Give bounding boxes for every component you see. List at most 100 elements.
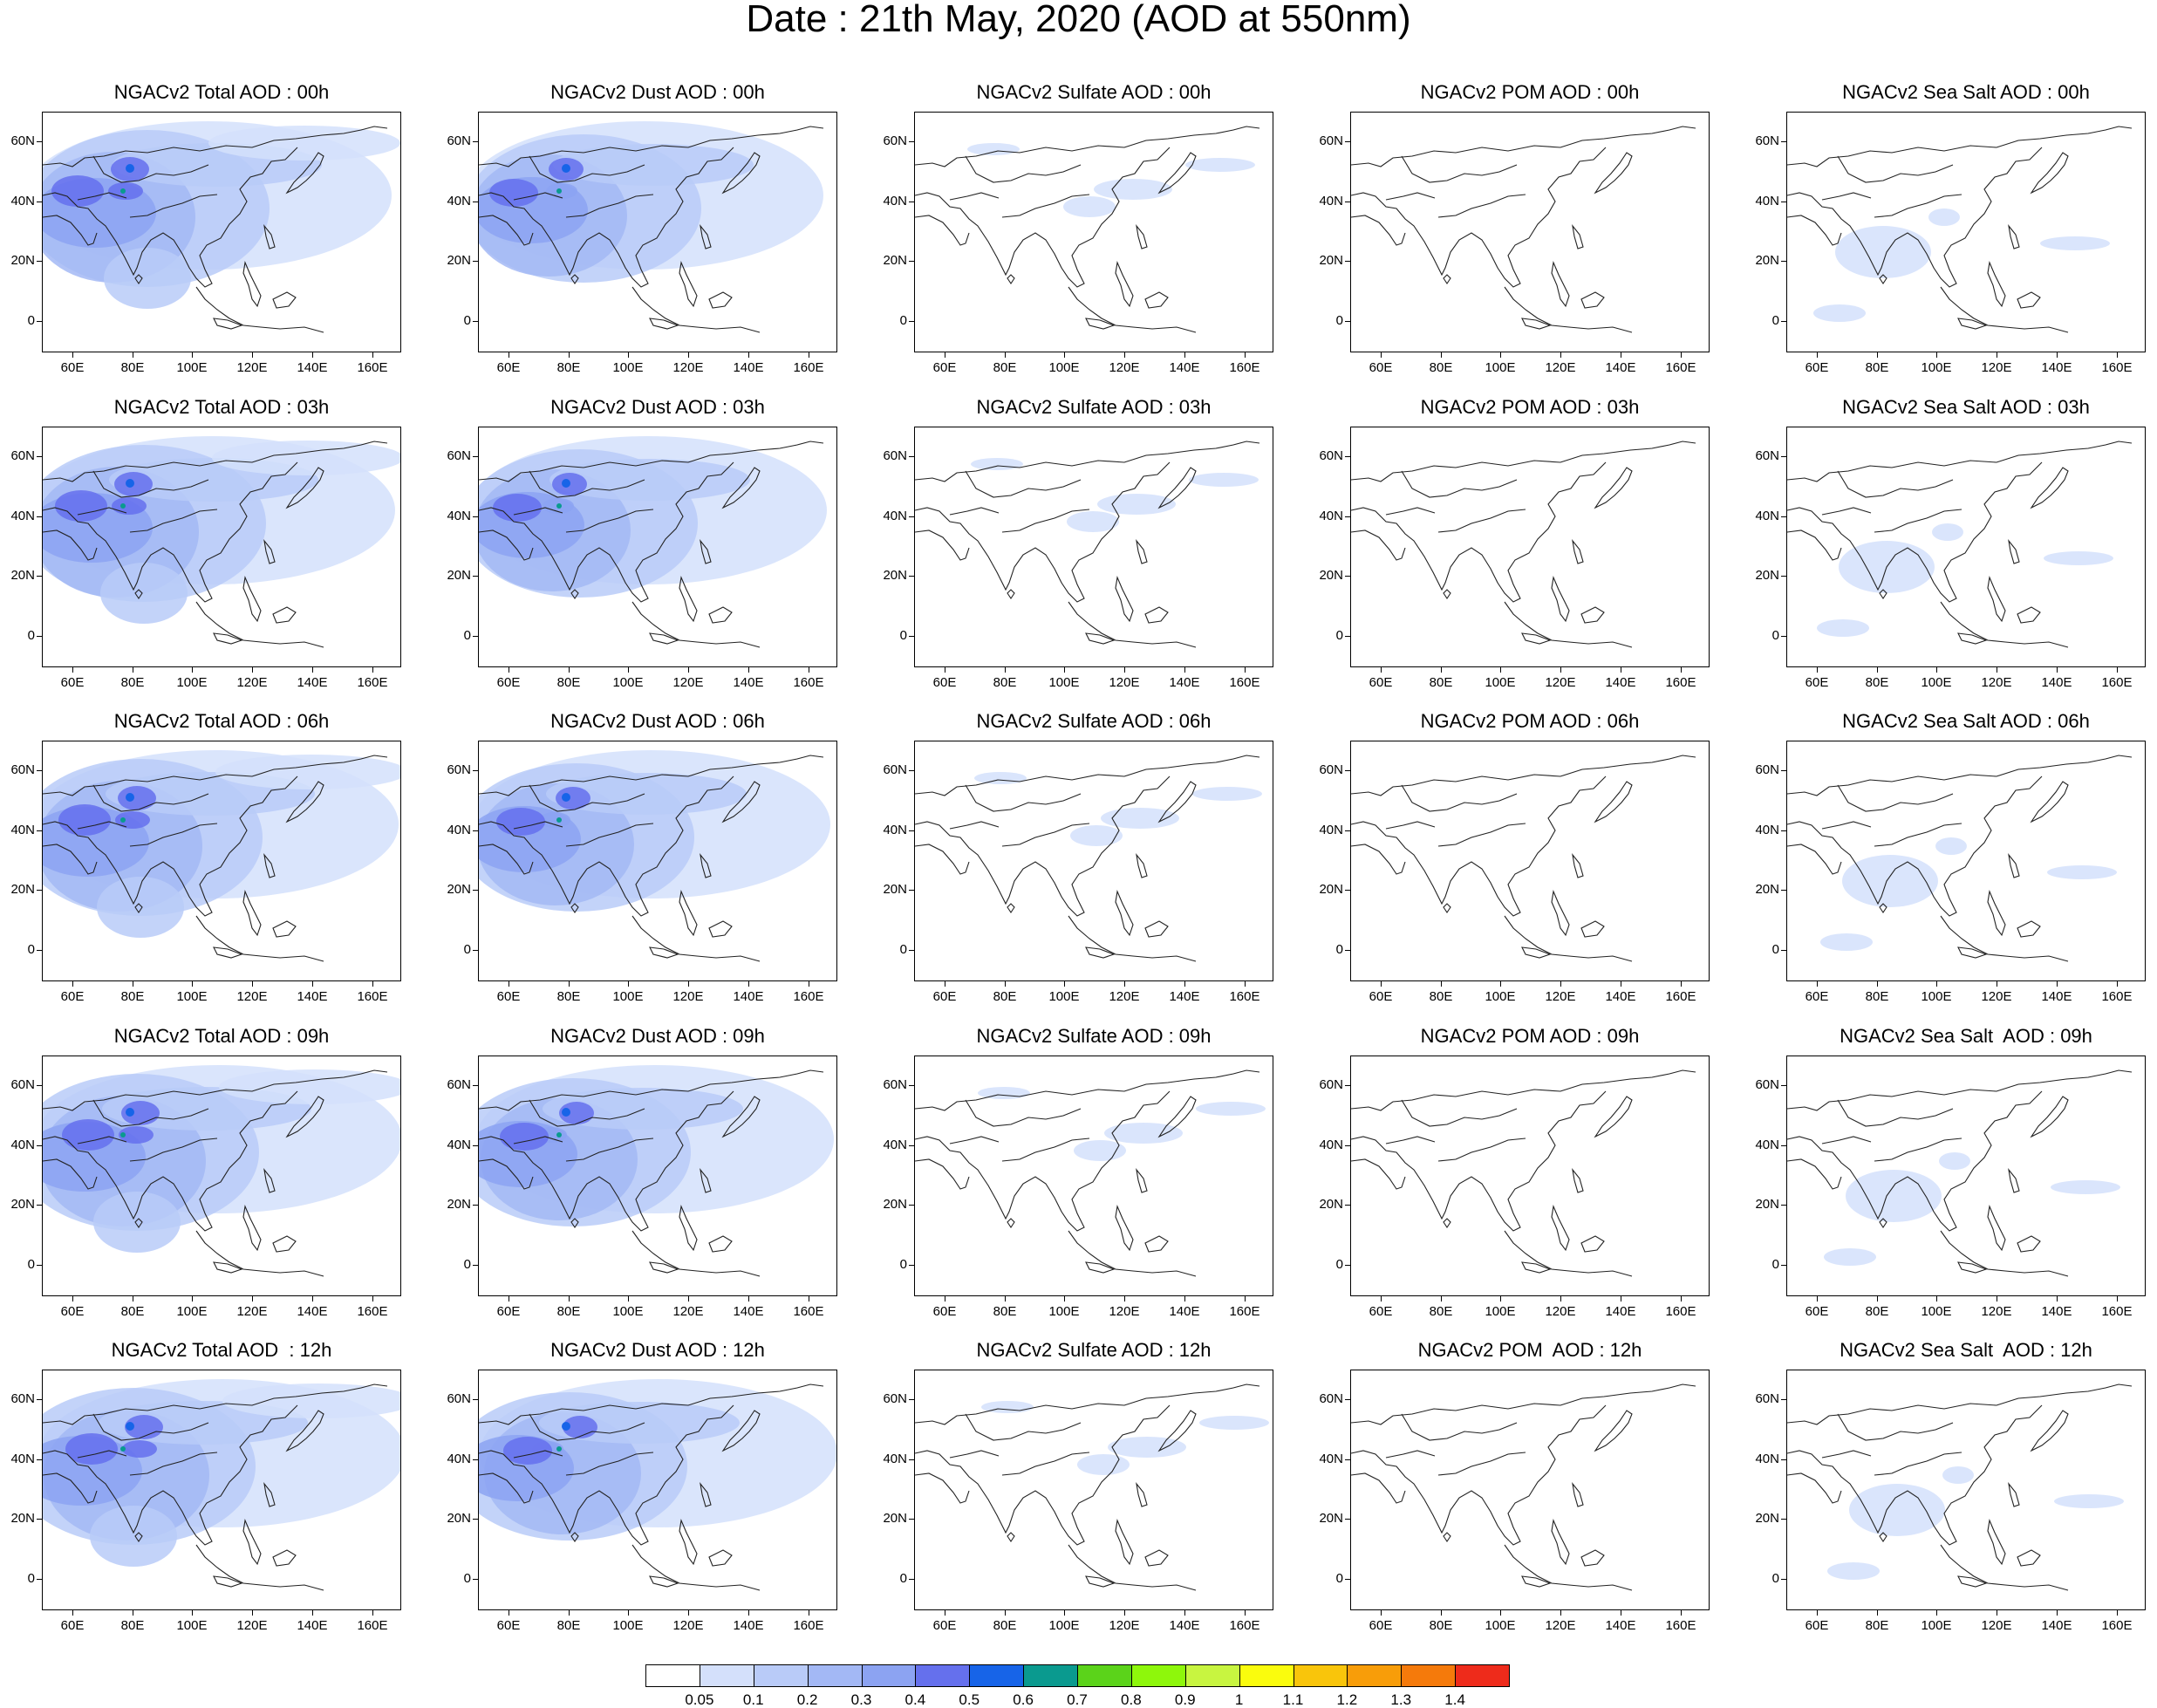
lon-tick: [1381, 1296, 1382, 1301]
lat-tick: [1345, 321, 1350, 322]
lon-tick: [2117, 1296, 2118, 1301]
aod-map: [1351, 1069, 1696, 1277]
lat-tick-label: 20N: [10, 882, 35, 897]
lat-tick-label: 60N: [447, 1077, 471, 1092]
lon-tick: [569, 352, 570, 358]
coastline: [708, 920, 733, 938]
aod-map: [1787, 441, 2133, 648]
lon-tick-label: 100E: [612, 1618, 644, 1633]
lon-tick-label: 80E: [556, 675, 581, 690]
lon-tick-label: 80E: [120, 989, 145, 1004]
lon-tick: [1936, 352, 1937, 358]
lon-tick: [1064, 981, 1065, 987]
colorbar-level-label: 0.3: [850, 1691, 872, 1708]
lon-tick: [628, 667, 629, 673]
lon-tick-label: 80E: [993, 1304, 1017, 1319]
coastline: [965, 155, 1082, 183]
coastline: [1351, 147, 1607, 288]
coastline: [513, 192, 563, 201]
coastline: [134, 1218, 143, 1228]
colorbar-swatch: [1239, 1664, 1294, 1687]
coastline: [529, 470, 645, 498]
aod-hotspot: [126, 793, 134, 802]
coastline: [965, 1099, 1082, 1127]
coastline: [1551, 576, 1570, 623]
coastline: [43, 1090, 298, 1232]
lon-tick-label: 60E: [932, 1304, 957, 1319]
colorbar-swatch: [1023, 1664, 1078, 1687]
lat-tick-label: 40N: [1755, 1452, 1779, 1466]
panel-title: NGACv2 Sulfate AOD : 09h: [976, 1025, 1212, 1047]
lon-tick-label: 100E: [1048, 989, 1080, 1004]
aod-field-patch: [496, 808, 545, 836]
coastline: [92, 470, 209, 498]
coastline: [1879, 903, 1887, 913]
coastline: [513, 507, 563, 516]
lon-tick-label: 60E: [496, 675, 521, 690]
lat-tick: [473, 1459, 478, 1460]
lon-tick-label: 60E: [60, 1618, 85, 1633]
coastline: [1157, 152, 1197, 195]
lat-tick-label: 60N: [1755, 448, 1779, 463]
lon-tick-label: 100E: [1921, 1304, 1952, 1319]
lat-tick-label: 20N: [447, 1511, 471, 1526]
coastline: [1879, 589, 1887, 599]
coastline: [1115, 576, 1134, 623]
lon-tick-label: 100E: [1921, 1618, 1952, 1633]
coastline: [513, 1450, 563, 1459]
aod-field-patch: [2044, 551, 2113, 565]
lon-tick-label: 80E: [1429, 360, 1453, 375]
coastline: [2008, 1482, 2020, 1507]
lon-tick-label: 120E: [1981, 675, 2012, 690]
coastline: [529, 784, 645, 812]
coastline: [479, 1090, 734, 1232]
lat-tick: [909, 1579, 914, 1580]
lon-tick-label: 140E: [1605, 1618, 1636, 1633]
coastline: [1351, 529, 1406, 561]
coastline: [1115, 1205, 1134, 1252]
coastline: [1837, 1413, 1954, 1441]
coastline: [1351, 1472, 1406, 1504]
lon-tick: [2117, 1610, 2118, 1616]
lon-tick-label: 120E: [1981, 1618, 2012, 1633]
coastline: [43, 775, 298, 917]
lat-tick-label: 40N: [1755, 194, 1779, 208]
lon-tick-label: 60E: [1369, 360, 1393, 375]
map-panel: [1786, 1370, 2146, 1610]
lat-tick-label: 60N: [883, 133, 907, 148]
coastline: [129, 509, 218, 533]
coastline: [1437, 509, 1526, 533]
lat-tick-label: 0: [27, 1571, 35, 1586]
lon-tick: [252, 352, 253, 358]
lon-tick: [1005, 352, 1006, 358]
panel-title: NGACv2 Dust AOD : 00h: [550, 81, 765, 103]
lon-tick-label: 60E: [60, 675, 85, 690]
lon-tick-label: 120E: [1109, 1618, 1140, 1633]
colorbar-level-label: 0.05: [685, 1691, 714, 1708]
aod-map: [43, 750, 400, 962]
coastline: [272, 606, 297, 624]
lon-tick: [1681, 352, 1682, 358]
lat-tick-label: 0: [1335, 1257, 1343, 1272]
lon-tick: [1500, 1610, 1501, 1616]
lat-tick: [1781, 1519, 1786, 1520]
lon-tick: [372, 981, 373, 987]
coastline: [1068, 286, 1197, 333]
coastline: [1351, 441, 1696, 482]
lat-tick: [37, 261, 42, 262]
lat-tick-label: 60N: [1319, 448, 1343, 463]
panel-title: NGACv2 Sea Salt AOD : 09h: [1840, 1025, 2092, 1047]
coastline: [92, 1413, 209, 1441]
panel-title: NGACv2 Sea Salt AOD : 03h: [1842, 396, 2090, 418]
aod-field-patch: [219, 1069, 400, 1104]
aod-field-patch: [1939, 1152, 1970, 1170]
coastline: [1144, 1235, 1169, 1253]
lon-tick: [1124, 667, 1125, 673]
lat-tick: [909, 636, 914, 637]
coastline: [721, 152, 761, 195]
lon-tick-label: 60E: [932, 989, 957, 1004]
lon-tick: [688, 352, 689, 358]
lon-tick-label: 100E: [612, 989, 644, 1004]
lon-tick-label: 140E: [733, 1304, 764, 1319]
lon-tick: [1005, 1296, 1006, 1301]
